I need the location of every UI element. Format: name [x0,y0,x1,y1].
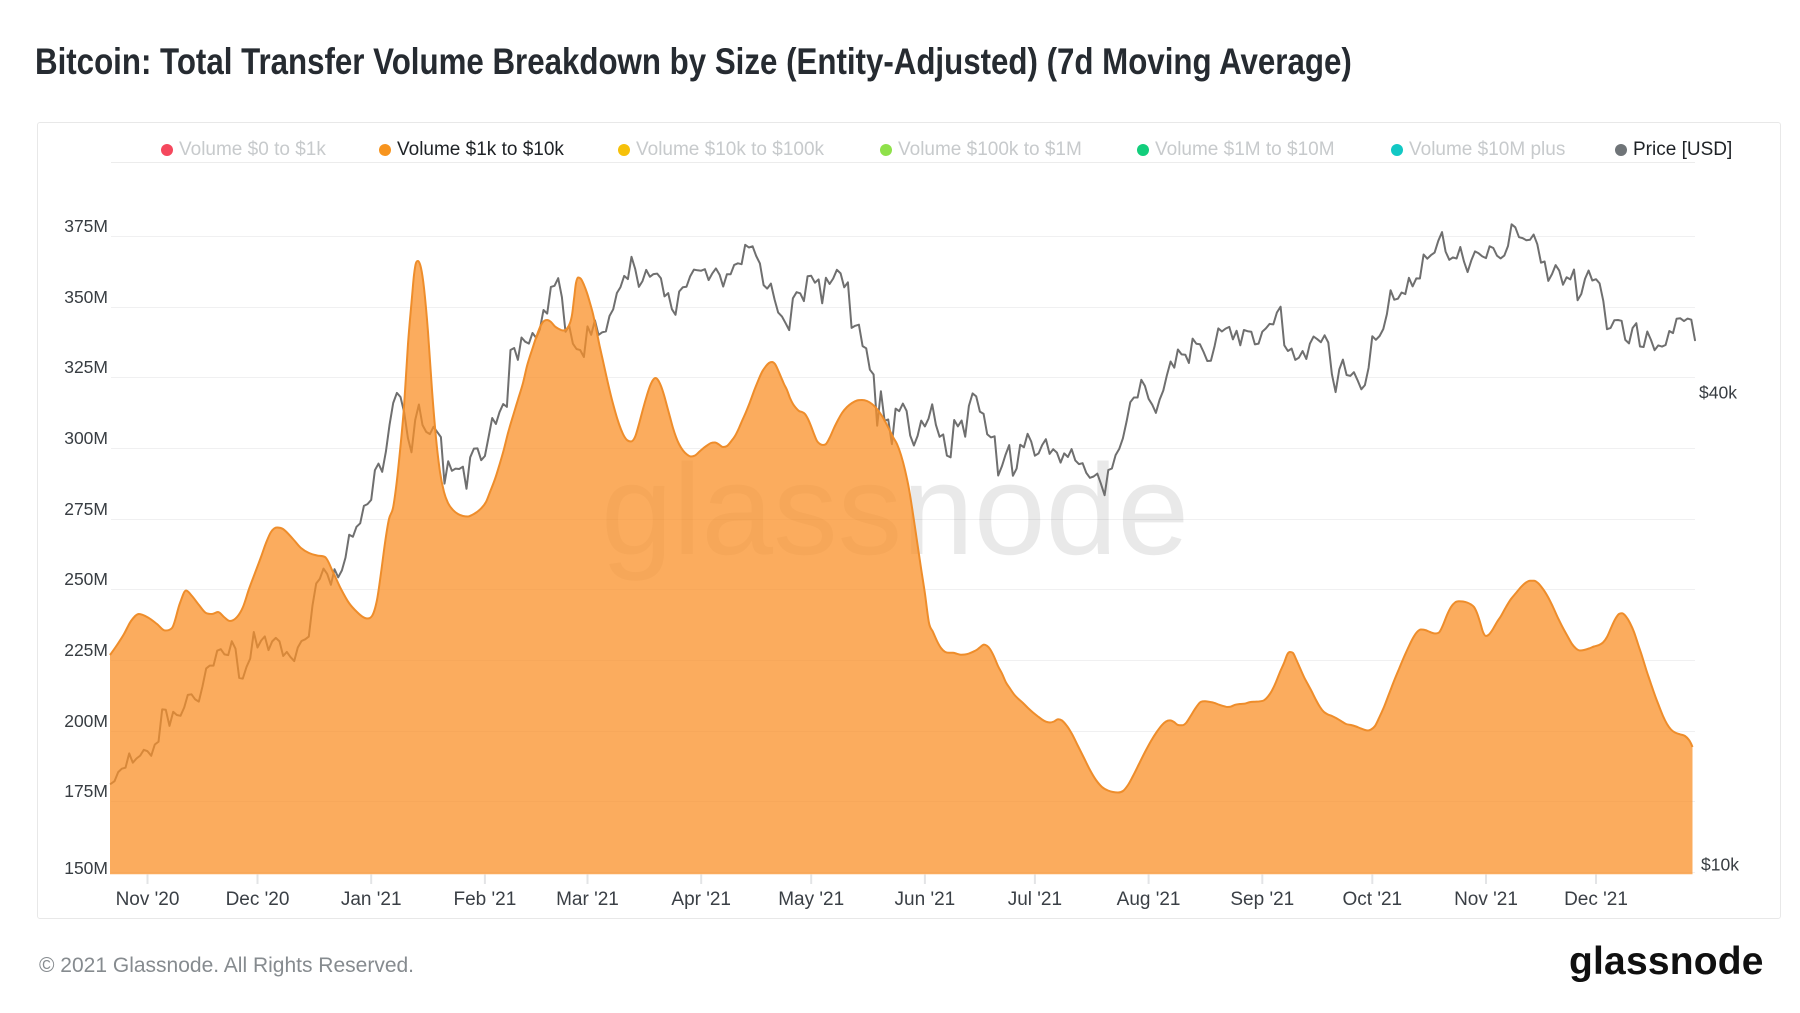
svg-text:May '21: May '21 [778,889,844,910]
svg-text:375M: 375M [64,216,108,236]
svg-text:Nov '20: Nov '20 [116,889,180,910]
svg-text:Jul '21: Jul '21 [1008,889,1062,910]
svg-text:Sep '21: Sep '21 [1230,889,1294,910]
svg-text:Dec '21: Dec '21 [1564,889,1628,910]
svg-text:Mar '21: Mar '21 [556,889,619,910]
svg-text:300M: 300M [64,428,108,448]
svg-text:150M: 150M [64,858,108,878]
svg-text:225M: 225M [64,640,108,660]
svg-text:Feb '21: Feb '21 [454,889,517,910]
svg-text:Aug '21: Aug '21 [1117,889,1181,910]
svg-text:325M: 325M [64,357,108,377]
svg-text:Oct '21: Oct '21 [1342,889,1402,910]
svg-text:Nov '21: Nov '21 [1454,889,1518,910]
svg-text:Jun '21: Jun '21 [895,889,956,910]
svg-text:200M: 200M [64,711,108,731]
svg-text:175M: 175M [64,781,108,801]
svg-text:275M: 275M [64,499,108,519]
svg-text:$40k: $40k [1699,383,1737,403]
svg-text:Dec '20: Dec '20 [226,889,290,910]
svg-text:Jan '21: Jan '21 [341,889,402,910]
svg-text:250M: 250M [64,569,108,589]
svg-text:Apr '21: Apr '21 [671,889,731,910]
svg-text:350M: 350M [64,287,108,307]
svg-text:$10k: $10k [1701,855,1739,875]
